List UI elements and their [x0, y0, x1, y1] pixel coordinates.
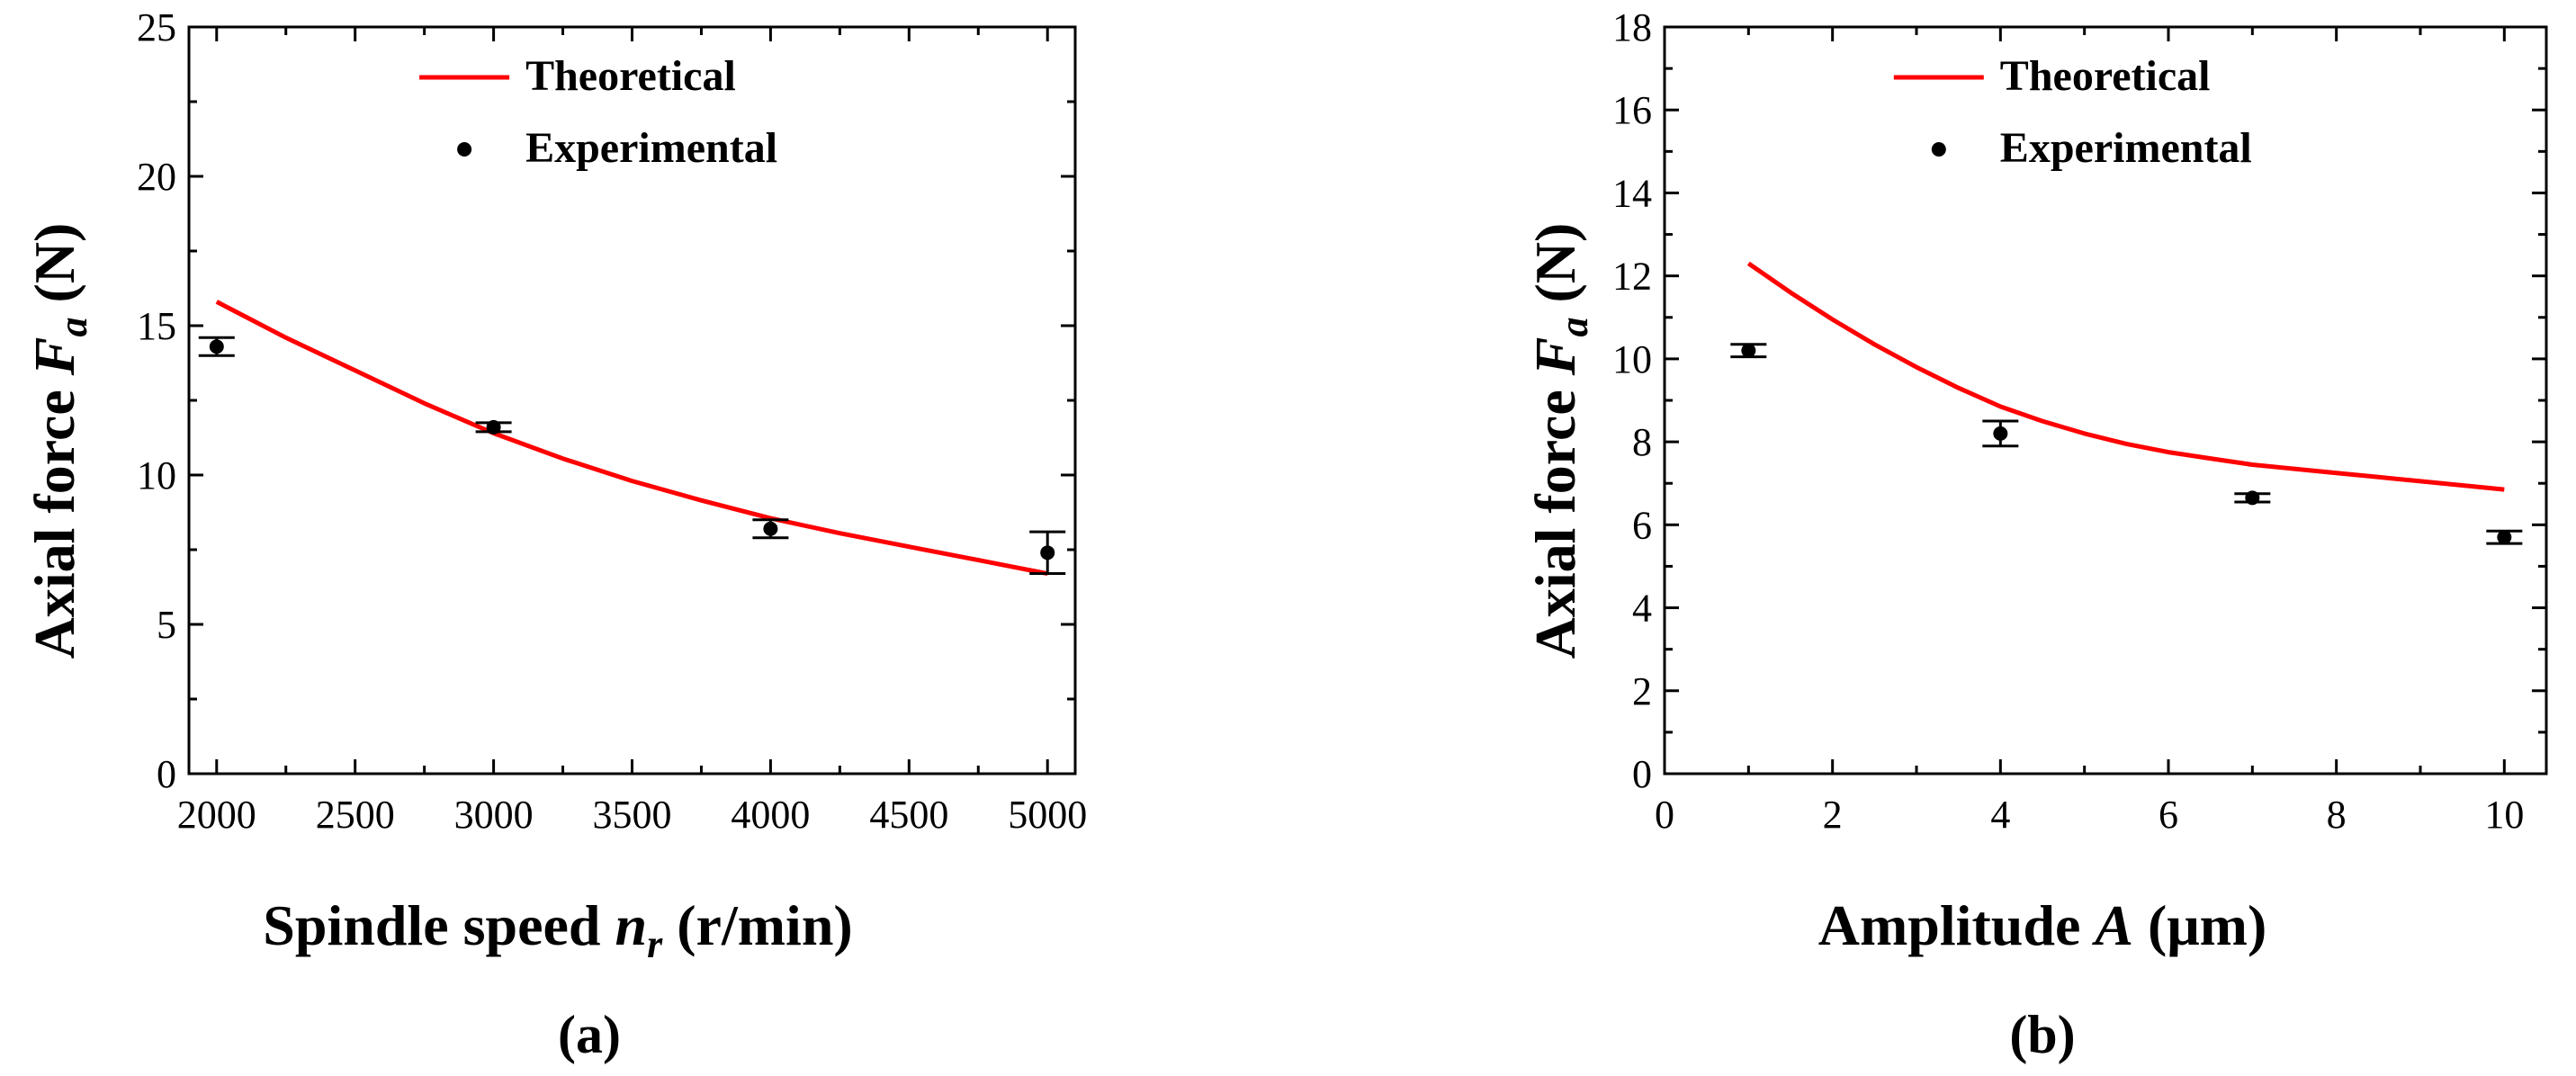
- y-tick-label-a: 10: [137, 453, 176, 498]
- x-tick-label-a: 4500: [869, 793, 948, 837]
- x-tick-label-b: 0: [1655, 793, 1674, 837]
- panel-b: Axial force Fa (N) Amplitude A (μm) (b) …: [1523, 5, 2548, 1064]
- legend-label-experimental-b: Experimental: [2000, 124, 2252, 172]
- legend-marker-experimental-b: [1931, 142, 1946, 157]
- y-tick-label-a: 25: [137, 5, 176, 49]
- legend-label-theoretical-b: Theoretical: [2000, 52, 2211, 100]
- experimental-point-b: [1741, 343, 1756, 358]
- svg-text:Axial force Fa (N): Axial force Fa (N): [1523, 223, 1596, 659]
- experimental-point-a: [1040, 545, 1055, 560]
- x-tick-label-a: 2000: [177, 793, 256, 837]
- x-axis-label-a: Spindle speed nr (r/min): [263, 893, 852, 966]
- experimental-point-b: [2497, 530, 2512, 545]
- x-tick-label-b: 8: [2327, 793, 2347, 837]
- y-tick-label-b: 6: [1632, 503, 1652, 547]
- experimental-point-a: [209, 339, 224, 354]
- x-tick-label-a: 4000: [731, 793, 810, 837]
- x-tick-label-b: 4: [1990, 793, 2010, 837]
- panel-label-b: (b): [2009, 1005, 2075, 1064]
- y-tick-label-a: 5: [157, 603, 176, 647]
- y-tick-label-b: 14: [1612, 171, 1652, 215]
- x-tick-label-b: 6: [2159, 793, 2178, 837]
- x-tick-label-a: 3500: [593, 793, 672, 837]
- experimental-point-b: [1993, 426, 2008, 441]
- y-tick-label-a: 20: [137, 155, 176, 199]
- y-tick-label-b: 8: [1632, 420, 1652, 464]
- y-tick-label-b: 18: [1612, 5, 1652, 49]
- y-tick-label-a: 0: [157, 752, 176, 796]
- y-tick-label-b: 16: [1612, 88, 1652, 132]
- experimental-point-a: [763, 521, 778, 536]
- experimental-point-b: [2245, 490, 2260, 506]
- y-tick-label-b: 2: [1632, 669, 1652, 713]
- y-axis-label-a: Axial force Fa (N): [22, 223, 95, 659]
- x-tick-label-a: 2500: [316, 793, 395, 837]
- x-tick-label-a: 3000: [454, 793, 534, 837]
- experimental-point-a: [486, 419, 501, 435]
- legend-label-experimental-a: Experimental: [525, 124, 777, 172]
- panel-label-a: (a): [558, 1005, 621, 1064]
- x-tick-label-a: 5000: [1008, 793, 1087, 837]
- y-tick-label-b: 12: [1612, 255, 1652, 299]
- x-tick-label-b: 2: [1823, 793, 1843, 837]
- y-tick-label-a: 15: [137, 304, 176, 348]
- legend-label-theoretical-a: Theoretical: [525, 52, 736, 100]
- x-tick-label-b: 10: [2484, 793, 2524, 837]
- theoretical-line-a: [215, 300, 1048, 577]
- y-tick-label-b: 10: [1612, 337, 1652, 381]
- y-axis-label-b: Axial force Fa (N): [1523, 223, 1596, 659]
- y-tick-label-b: 0: [1632, 752, 1652, 796]
- legend-marker-experimental-a: [457, 142, 472, 157]
- svg-text:Axial force Fa (N): Axial force Fa (N): [22, 223, 95, 659]
- panel-a: Axial force Fa (N) Spindle speed nr (r/m…: [22, 5, 1087, 1064]
- x-axis-label-b: Amplitude A (μm): [1818, 893, 2267, 957]
- y-tick-label-b: 4: [1632, 587, 1652, 631]
- theoretical-line-b: [1746, 261, 2505, 492]
